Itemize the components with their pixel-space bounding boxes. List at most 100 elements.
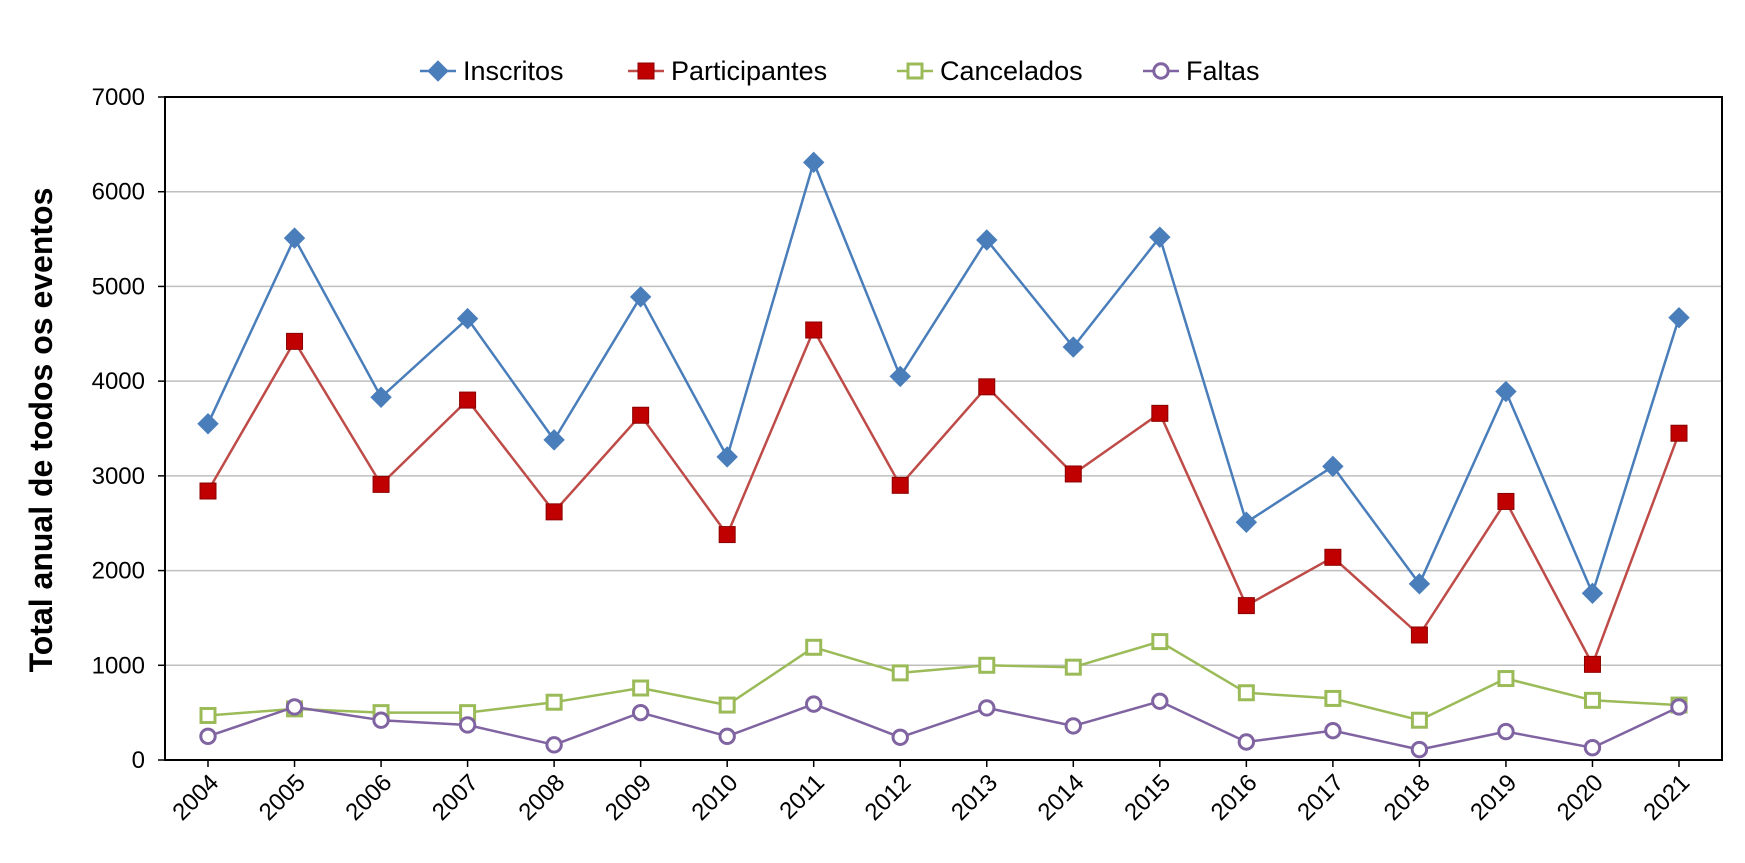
- legend-label: Faltas: [1186, 56, 1260, 86]
- data-point: [370, 386, 392, 408]
- x-tick-label: 2004: [167, 769, 224, 826]
- data-point: [1670, 424, 1688, 442]
- data-point: [891, 728, 909, 746]
- data-point: [976, 229, 998, 251]
- data-point: [1583, 738, 1602, 757]
- legend-marker: [637, 62, 655, 80]
- x-tick-label: 2015: [1119, 769, 1176, 826]
- x-tick-label: 2016: [1206, 769, 1263, 826]
- legend-label: Cancelados: [940, 56, 1083, 86]
- data-point: [632, 406, 650, 424]
- data-point: [1324, 548, 1342, 566]
- legend-marker: [906, 62, 924, 80]
- y-tick-label: 4000: [92, 368, 145, 395]
- y-axis: 0 1000 2000 3000 4000 5000 6000 7000: [92, 84, 165, 774]
- data-point: [978, 656, 996, 674]
- data-point: [632, 679, 650, 697]
- data-point: [1324, 721, 1342, 740]
- x-axis: 2004 2005 2006 2007 2008 2009 2010 2011 2012 2013…: [167, 760, 1695, 826]
- data-point: [1237, 684, 1255, 702]
- gridlines: [165, 190, 1722, 667]
- data-point: [1497, 492, 1515, 510]
- x-tick-label: 2019: [1465, 769, 1522, 826]
- data-point: [1668, 306, 1690, 329]
- data-point: [1410, 711, 1428, 729]
- data-point: [805, 695, 823, 713]
- data-point: [543, 429, 565, 451]
- x-tick-label: 2018: [1379, 769, 1436, 826]
- y-axis-title: Total anual de todos os eventos: [23, 188, 59, 673]
- legend-item-faltas: Faltas: [1143, 56, 1260, 86]
- data-point: [805, 321, 823, 339]
- series-participantes: [199, 321, 1688, 673]
- data-point: [889, 365, 911, 388]
- x-tick-label: 2006: [340, 769, 397, 826]
- y-tick-label: 2000: [92, 558, 145, 585]
- data-point: [1062, 336, 1084, 358]
- series-layer: [197, 151, 1690, 759]
- data-point: [1670, 698, 1688, 716]
- series-faltas: [199, 692, 1688, 759]
- y-tick-label: 3000: [92, 463, 145, 490]
- data-point: [1064, 465, 1082, 483]
- x-tick-label: 2017: [1292, 769, 1349, 826]
- data-point: [978, 699, 996, 717]
- data-point: [1408, 573, 1431, 595]
- data-point: [545, 736, 563, 754]
- data-point: [718, 526, 736, 544]
- data-point: [718, 696, 736, 714]
- legend: Inscritos Participantes Cancelados Faltas: [420, 56, 1260, 86]
- data-point: [1322, 455, 1344, 478]
- data-point: [1235, 511, 1258, 533]
- data-point: [1581, 582, 1604, 605]
- data-point: [456, 307, 479, 330]
- series-line: [207, 640, 1680, 722]
- legend-marker: [427, 60, 449, 82]
- legend-marker: [1152, 62, 1170, 80]
- data-point: [458, 716, 477, 734]
- legend-label: Inscritos: [463, 56, 564, 86]
- data-point: [459, 391, 477, 409]
- legend-item-participantes: Participantes: [628, 56, 827, 86]
- data-point: [1064, 717, 1082, 735]
- y-tick-label: 7000: [92, 84, 145, 111]
- data-point: [283, 227, 306, 249]
- data-point: [1064, 658, 1082, 676]
- data-point: [718, 727, 736, 746]
- x-tick-label: 2008: [514, 769, 571, 826]
- x-tick-label: 2020: [1552, 769, 1609, 826]
- data-point: [199, 482, 217, 500]
- data-point: [545, 503, 563, 521]
- data-point: [1237, 733, 1256, 751]
- data-point: [1151, 633, 1169, 651]
- x-tick-label: 2007: [427, 769, 484, 826]
- series-line: [206, 161, 1681, 595]
- data-point: [285, 698, 304, 716]
- data-point: [199, 727, 217, 746]
- data-point: [1149, 226, 1171, 248]
- data-point: [802, 151, 825, 174]
- data-point: [372, 475, 390, 493]
- data-point: [1583, 691, 1601, 709]
- data-point: [891, 476, 909, 494]
- data-point: [629, 286, 652, 308]
- data-point: [1495, 380, 1517, 403]
- data-point: [716, 446, 738, 468]
- x-tick-label: 2013: [946, 769, 1003, 826]
- y-tick-label: 5000: [92, 273, 145, 300]
- x-tick-label: 2009: [600, 769, 657, 826]
- data-point: [372, 711, 390, 729]
- plot-area-frame: [164, 96, 1723, 761]
- data-point: [545, 693, 563, 711]
- x-tick-label: 2021: [1638, 769, 1695, 826]
- x-tick-label: 2010: [687, 769, 744, 826]
- legend-label: Participantes: [671, 56, 827, 86]
- y-tick-label: 1000: [92, 652, 145, 679]
- data-point: [1583, 655, 1601, 673]
- data-point: [1324, 689, 1342, 707]
- y-tick-label: 0: [132, 747, 145, 774]
- x-tick-label: 2011: [774, 769, 830, 825]
- series-cancelados: [199, 633, 1688, 729]
- data-point: [1151, 404, 1169, 422]
